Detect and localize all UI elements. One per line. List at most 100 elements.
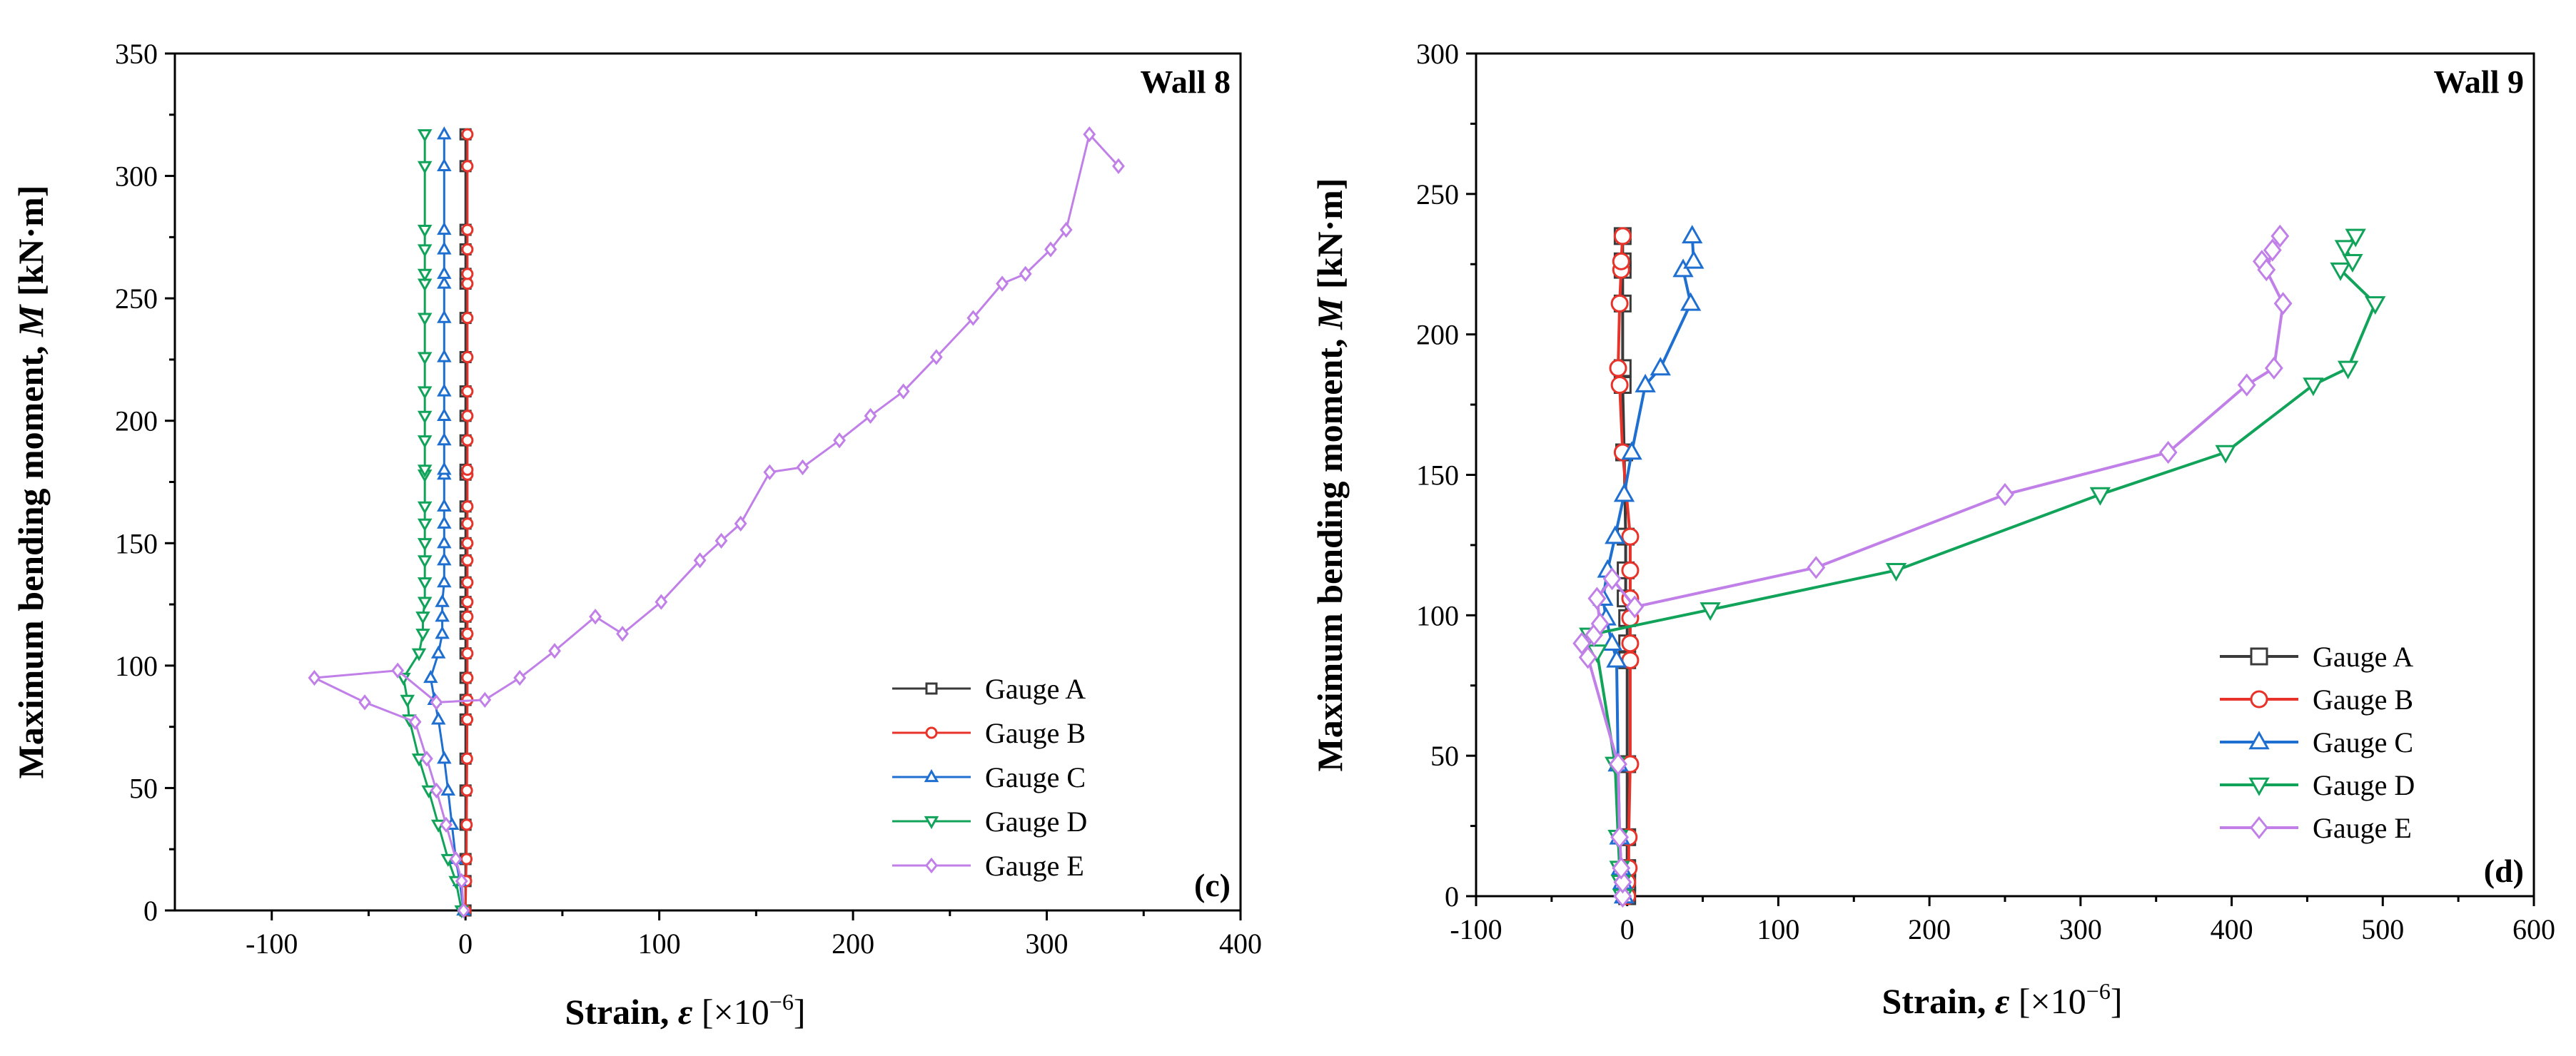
series-gauge-e xyxy=(1572,224,2293,908)
data-point xyxy=(589,609,602,625)
data-point xyxy=(1621,527,1640,546)
data-point xyxy=(435,594,450,607)
data-point xyxy=(435,626,450,639)
legend-item: Gauge A xyxy=(2220,641,2413,673)
data-point xyxy=(1635,373,1656,392)
data-point xyxy=(308,669,321,686)
legend-item: Gauge D xyxy=(892,806,1087,838)
data-point xyxy=(400,694,415,709)
data-point xyxy=(461,463,474,476)
x-tick-label: 500 xyxy=(2361,913,2404,945)
y-axis-title: Maximum bending moment, M [kN·m] xyxy=(11,186,51,779)
data-point xyxy=(437,535,452,549)
data-point xyxy=(714,532,728,549)
data-point xyxy=(1112,158,1125,174)
data-point xyxy=(1610,826,1630,849)
data-point xyxy=(461,576,474,589)
data-point xyxy=(929,349,943,365)
data-point xyxy=(417,555,433,569)
data-point xyxy=(461,410,474,422)
data-point xyxy=(417,313,433,326)
data-point xyxy=(417,518,433,532)
y-axis-title: Maximum bending moment, M [kN·m] xyxy=(1310,178,1350,772)
legend-item: Gauge E xyxy=(892,850,1084,882)
x-axis-title-var: ε xyxy=(1995,981,2010,1021)
legend-label: Gauge E xyxy=(2313,812,2412,844)
data-point xyxy=(864,407,877,425)
data-point xyxy=(2334,240,2356,259)
legend-label: Gauge C xyxy=(985,761,1086,793)
data-point xyxy=(1578,646,1597,669)
panel-wall-9: -100 0 100 200 300 400 500 60005010015020025030… xyxy=(1310,38,2555,1021)
x-tick-label: 200 xyxy=(832,928,874,960)
data-point xyxy=(763,464,777,480)
legend-item: Gauge B xyxy=(2220,684,2413,716)
data-point xyxy=(2337,360,2359,380)
data-point xyxy=(457,902,470,919)
data-point xyxy=(2215,445,2236,464)
data-point xyxy=(430,645,446,659)
data-point xyxy=(1609,752,1627,776)
data-point xyxy=(1590,611,1610,636)
data-point xyxy=(461,671,474,684)
data-point xyxy=(437,432,452,446)
data-point xyxy=(440,782,456,796)
data-point xyxy=(1885,563,1907,582)
legend-marker xyxy=(924,816,939,830)
data-point xyxy=(437,498,452,512)
data-point xyxy=(437,310,452,323)
legend-label: Gauge A xyxy=(2313,641,2413,673)
data-point xyxy=(2330,262,2351,281)
y-axis-title-main: Maximum bending moment, xyxy=(11,337,51,778)
data-point xyxy=(1613,870,1632,894)
x-tick-label: 0 xyxy=(1620,913,1635,945)
data-point xyxy=(1683,250,1704,269)
data-point xyxy=(411,648,427,661)
x-tick-label: 100 xyxy=(638,928,681,960)
x-tick-label: 400 xyxy=(2211,913,2253,945)
data-point xyxy=(417,596,433,610)
data-point xyxy=(2271,224,2290,248)
y-axis-title-var: M xyxy=(1310,297,1350,330)
y-tick-label: 300 xyxy=(1416,38,1459,70)
data-point xyxy=(437,241,452,255)
data-point xyxy=(996,275,1009,292)
data-point xyxy=(415,611,430,625)
data-point xyxy=(417,577,433,591)
panel-wall-8: -100 0 100 200 300 400 0 50 100 150 200 250 300 350 St… xyxy=(11,38,1262,1032)
y-axis-title-unit: [kN·m] xyxy=(11,186,51,305)
x-tick-label: 300 xyxy=(2059,913,2102,945)
data-point xyxy=(430,711,446,725)
data-point xyxy=(2303,377,2324,397)
data-point xyxy=(437,349,452,362)
data-point xyxy=(437,383,452,397)
data-point xyxy=(1621,561,1640,579)
data-point xyxy=(417,410,433,424)
data-point xyxy=(2257,258,2276,282)
panel-title: Wall 9 xyxy=(2433,64,2524,100)
data-point xyxy=(1587,587,1607,610)
x-axis-title-unit: [×10 xyxy=(692,992,769,1032)
x-tick-label: 300 xyxy=(1026,928,1069,960)
data-point xyxy=(833,432,847,449)
data-point xyxy=(2089,487,2111,506)
data-point xyxy=(1621,634,1640,653)
data-point xyxy=(1807,556,1826,579)
data-point xyxy=(461,610,474,623)
data-point xyxy=(417,464,433,478)
series-gauge-d xyxy=(396,129,470,919)
data-point xyxy=(430,782,443,799)
legend: Gauge A Gauge B Gauge C Gauge D Gauge E xyxy=(892,673,1087,882)
data-point xyxy=(2237,373,2256,397)
y-tick-label: 200 xyxy=(1416,319,1459,351)
data-point xyxy=(1083,126,1096,143)
y-tick-label: 0 xyxy=(143,895,158,927)
series-gauge-b xyxy=(1609,227,1640,905)
panel-tag: (c) xyxy=(1194,867,1231,903)
data-point xyxy=(461,350,474,363)
x-axis-title: Strain, ε [×10−6] xyxy=(565,989,806,1032)
data-point xyxy=(415,629,430,642)
y-tick-label: 250 xyxy=(115,283,158,315)
data-point xyxy=(461,517,474,530)
data-point xyxy=(460,818,473,831)
